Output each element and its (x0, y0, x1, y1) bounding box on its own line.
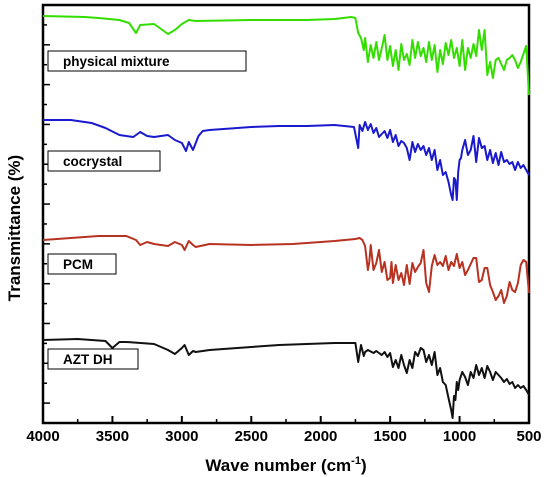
x-axis-title: Wave number (cm-1) (205, 455, 366, 475)
series-line-azt-dh (42, 338, 530, 419)
label-box-cocrystal (47, 150, 161, 172)
label-box-physical-mixture (47, 50, 247, 72)
series-layer (42, 15, 530, 419)
label-physical-mixture: physical mixture (47, 50, 247, 72)
x-tick-label: 3500 (96, 428, 129, 445)
x-tick-label: 2500 (235, 428, 268, 445)
label-box-azt-dh (47, 348, 139, 370)
series-line-physical-mixture (42, 15, 530, 96)
x-tick-label: 4000 (26, 428, 59, 445)
label-text-azt-dh: AZT DH (63, 352, 113, 367)
x-tick-label: 3000 (165, 428, 198, 445)
x-tick-label: 500 (516, 428, 541, 445)
x-axis-ticks: 4000 3500 3000 2500 2000 1500 1000 500 (26, 416, 542, 445)
label-text-pcm: PCM (63, 257, 93, 272)
label-pcm: PCM (47, 253, 117, 275)
x-tick-label: 1000 (443, 428, 476, 445)
x-axis-title-sup: -1 (351, 455, 361, 467)
y-axis-ticks (43, 24, 50, 404)
y-axis-title: Transmittance (%) (5, 155, 24, 301)
label-azt-dh: AZT DH (47, 348, 139, 370)
x-tick-label: 1500 (373, 428, 406, 445)
x-tick-label: 2000 (304, 428, 337, 445)
x-axis-title-close: ) (361, 456, 367, 475)
label-cocrystal: cocrystal (47, 150, 161, 172)
series-line-cocrystal (43, 119, 530, 201)
label-box-pcm (47, 253, 117, 275)
x-axis-title-main: Wave number (cm (205, 456, 351, 475)
series-line-pcm (42, 235, 530, 304)
label-text-cocrystal: cocrystal (63, 154, 122, 169)
label-text-physical-mixture: physical mixture (63, 54, 170, 69)
